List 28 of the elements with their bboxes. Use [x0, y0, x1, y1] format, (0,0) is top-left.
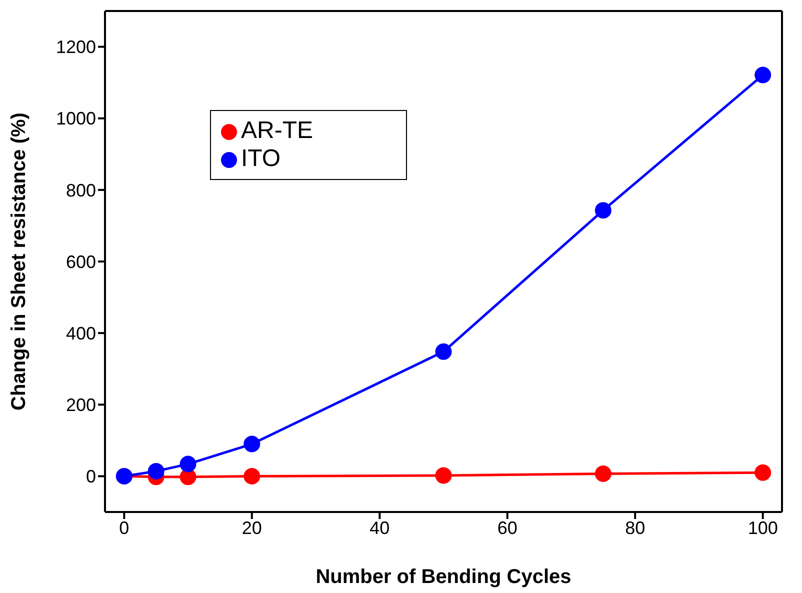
y-tick-label: 1200 — [56, 37, 96, 58]
point — [148, 462, 164, 480]
point — [754, 464, 772, 481]
point — [180, 468, 196, 486]
x-tick-label: 60 — [497, 518, 518, 538]
x-axis-title: Number of Bending Cycles — [316, 566, 572, 588]
point — [594, 202, 612, 219]
point — [435, 343, 452, 360]
y-tick-label: 800 — [66, 180, 96, 200]
legend-label: ITO — [241, 145, 281, 172]
point — [244, 468, 260, 484]
point — [244, 436, 260, 452]
x-tick-label: 80 — [625, 518, 646, 538]
point — [594, 465, 612, 482]
y-tick-label: 200 — [66, 395, 96, 416]
y-tick-label: 0 — [86, 466, 96, 487]
y-tick-label: 1000 — [56, 108, 96, 129]
y-tick-label: 400 — [66, 323, 96, 344]
x-tick-label: 100 — [748, 518, 778, 538]
x-tick-label: 40 — [370, 518, 390, 538]
y-axis-title: Change in Sheet resistance (%) — [8, 112, 30, 410]
point — [180, 456, 196, 472]
point — [435, 467, 452, 484]
point — [754, 66, 772, 84]
y-tick-label: 600 — [66, 252, 96, 272]
x-tick-label: 0 — [119, 518, 130, 538]
legend-label: AR-TE — [241, 117, 313, 144]
x-tick-label: 20 — [242, 518, 262, 538]
